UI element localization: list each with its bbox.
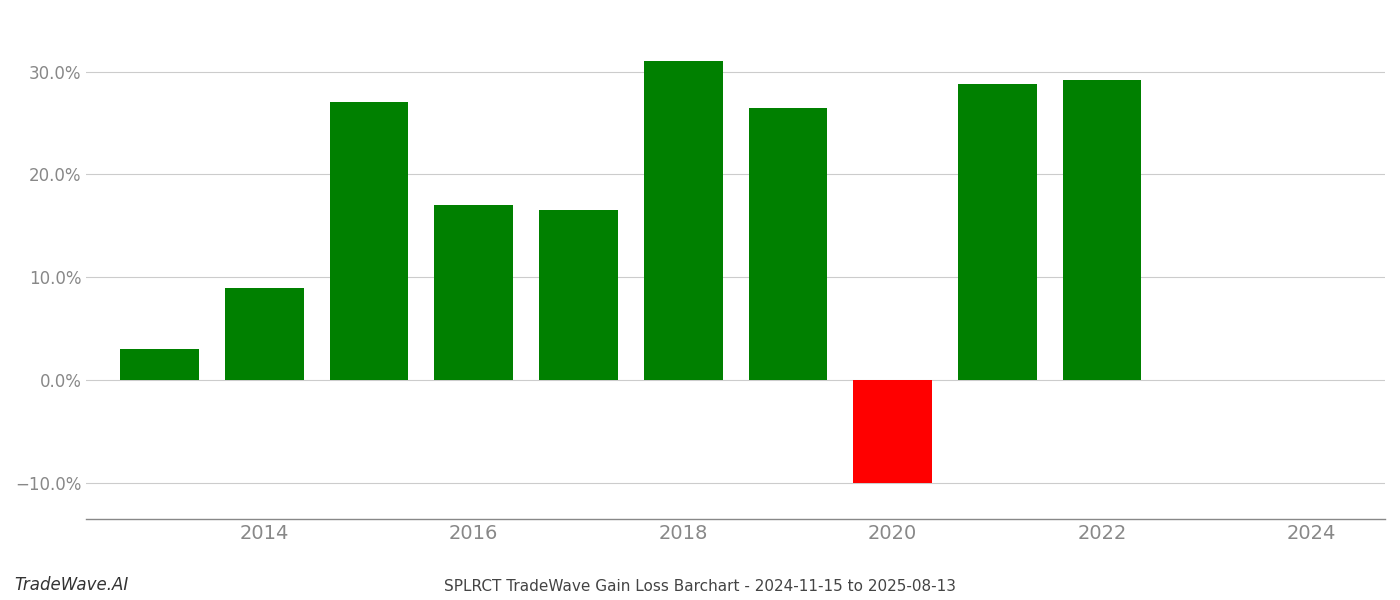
Bar <box>1063 80 1141 380</box>
Text: SPLRCT TradeWave Gain Loss Barchart - 2024-11-15 to 2025-08-13: SPLRCT TradeWave Gain Loss Barchart - 20… <box>444 579 956 594</box>
Bar <box>644 61 722 380</box>
Bar <box>434 205 512 380</box>
Text: TradeWave.AI: TradeWave.AI <box>14 576 129 594</box>
Bar <box>330 103 409 380</box>
Bar <box>749 107 827 380</box>
Bar <box>539 211 617 380</box>
Bar <box>225 287 304 380</box>
Bar <box>120 349 199 380</box>
Bar <box>854 380 932 483</box>
Bar <box>958 84 1037 380</box>
